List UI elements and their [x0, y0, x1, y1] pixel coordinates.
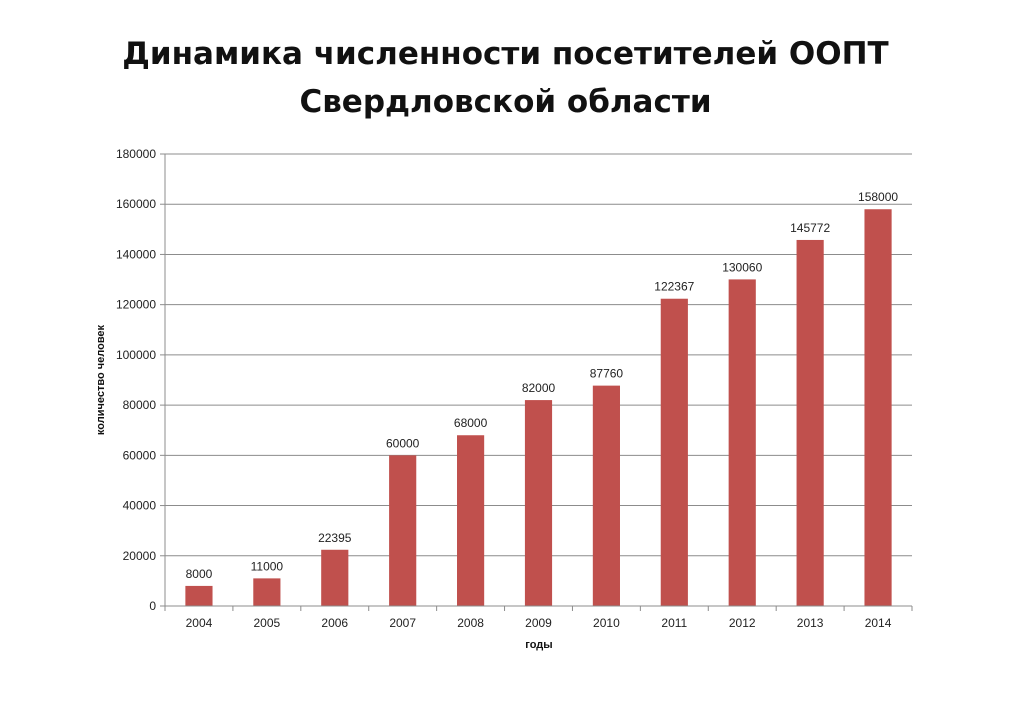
bar-2006	[321, 549, 349, 606]
bar-2004	[185, 585, 213, 606]
bar-2011	[660, 298, 688, 606]
y-tick-label: 180000	[116, 147, 156, 161]
data-label-2008: 68000	[454, 416, 488, 430]
data-label-2011: 122367	[654, 280, 694, 294]
data-label-2004: 8000	[186, 567, 213, 581]
bar-2013	[796, 239, 824, 606]
y-tick-label: 80000	[123, 398, 157, 412]
bar-2010	[592, 385, 620, 606]
chart-title-line-1: Динамика численности посетителей ООПТ	[122, 36, 889, 72]
x-tick-label-2014: 2014	[865, 616, 892, 630]
y-tick-label: 140000	[116, 247, 156, 261]
data-label-2005: 11000	[251, 559, 284, 573]
x-tick-label-2011: 2011	[661, 616, 687, 630]
bar-2014	[864, 209, 892, 606]
bar-2009	[524, 400, 553, 606]
x-axis-title: годы	[525, 639, 552, 651]
y-tick-label: 40000	[123, 499, 157, 513]
bar-2007	[389, 455, 417, 606]
bar-2008	[457, 435, 485, 606]
y-tick-label: 20000	[123, 549, 157, 563]
x-tick-label-2010: 2010	[593, 616, 620, 630]
axes: 0 20000 40000 60000 80000 100000 120000 140000 1…	[116, 147, 913, 630]
data-label-2009: 82000	[522, 381, 556, 395]
y-tick-label: 160000	[116, 197, 156, 211]
x-tick-label-2006: 2006	[321, 616, 348, 630]
x-tick-label-2009: 2009	[525, 616, 552, 630]
x-tick-label-2007: 2007	[389, 616, 416, 630]
data-label-2012: 130060	[722, 260, 762, 274]
x-tick-label-2013: 2013	[797, 616, 824, 630]
data-label-2014: 158000	[858, 190, 898, 204]
x-tick-label-2005: 2005	[254, 616, 281, 630]
chart-title: Динамика численности посетителей ООПТ Св…	[0, 30, 1011, 126]
data-label-2007: 60000	[386, 436, 420, 450]
y-tick-label: 0	[149, 599, 156, 613]
x-tick-label-2004: 2004	[186, 616, 213, 630]
data-label-2010: 87760	[590, 367, 624, 381]
x-tick-label-2012: 2012	[729, 616, 756, 630]
y-tick-label: 120000	[116, 298, 156, 312]
bar-2005	[253, 578, 281, 606]
data-label-2013: 145772	[790, 221, 830, 235]
y-tick-label: 60000	[123, 448, 157, 462]
x-tick-label-2008: 2008	[457, 616, 484, 630]
y-axis-title: количество человек	[95, 324, 107, 435]
data-labels: 8000 11000 22395 60000 68000 82000 87760 122367…	[186, 190, 899, 581]
data-label-2006: 22395	[318, 531, 352, 545]
chart-title-line-2: Свердловской области	[299, 84, 712, 120]
bar-2012	[728, 279, 756, 606]
y-tick-label: 100000	[116, 348, 156, 362]
bars	[185, 209, 892, 606]
